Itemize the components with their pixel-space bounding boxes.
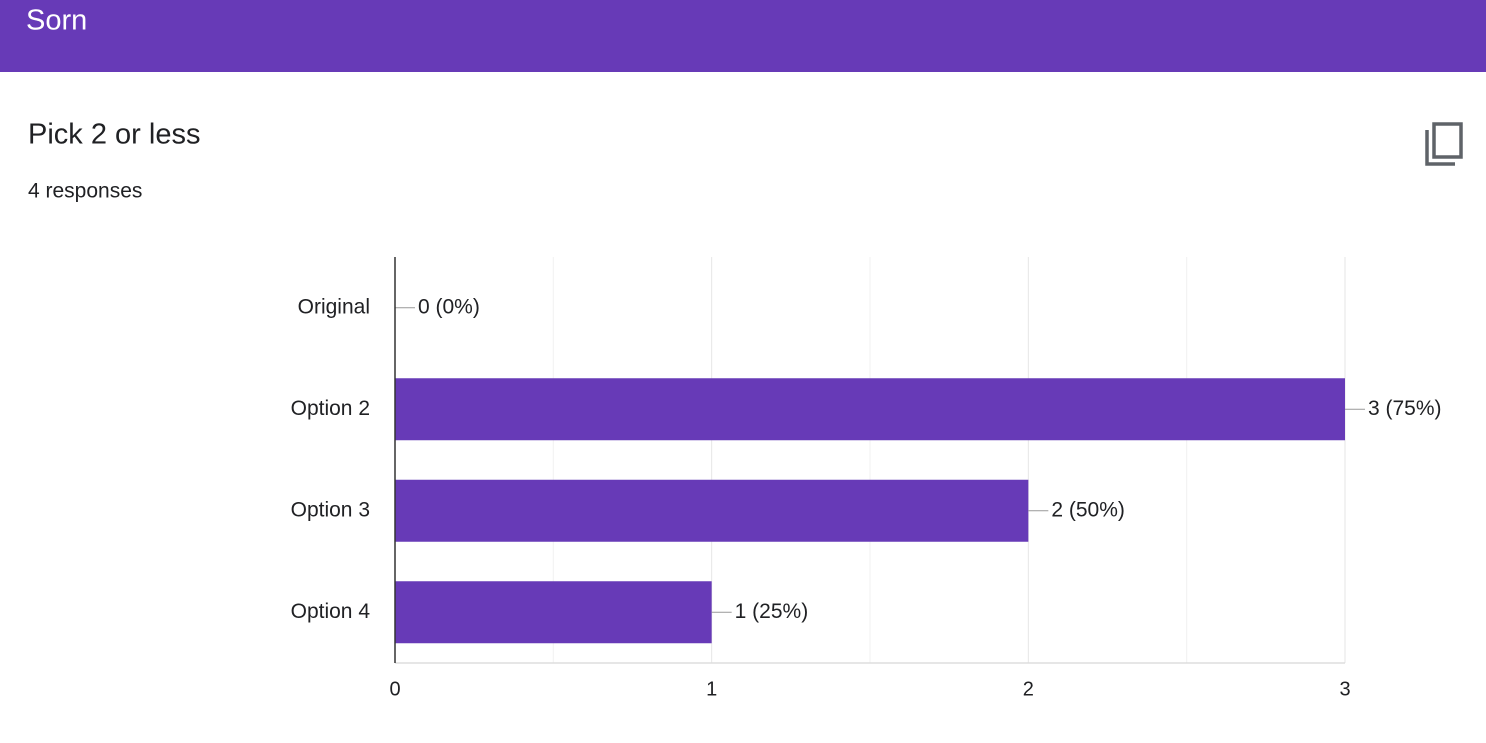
value-label: 1 (25%) <box>735 600 809 623</box>
y-tick-label: Option 4 <box>291 600 371 623</box>
chart-title: Pick 2 or less <box>28 119 200 151</box>
bar <box>395 581 712 644</box>
x-tick-label: 0 <box>389 678 400 700</box>
y-tick-label: Option 2 <box>291 397 370 420</box>
value-label: 0 (0%) <box>418 295 480 318</box>
x-tick-label: 3 <box>1339 678 1350 700</box>
copy-icon[interactable] <box>1425 122 1463 166</box>
value-label: 2 (50%) <box>1051 498 1125 521</box>
bar <box>395 378 1345 441</box>
y-tick-label: Option 3 <box>291 498 370 521</box>
value-label: 3 (75%) <box>1368 397 1442 420</box>
header-bar <box>0 0 1486 72</box>
y-tick-label: Original <box>298 295 370 318</box>
chart-subtitle: 4 responses <box>28 180 142 203</box>
x-tick-label: 2 <box>1023 678 1034 700</box>
bar <box>395 479 1029 542</box>
x-tick-label: 1 <box>706 678 717 700</box>
header-title: Sorn <box>26 5 87 37</box>
